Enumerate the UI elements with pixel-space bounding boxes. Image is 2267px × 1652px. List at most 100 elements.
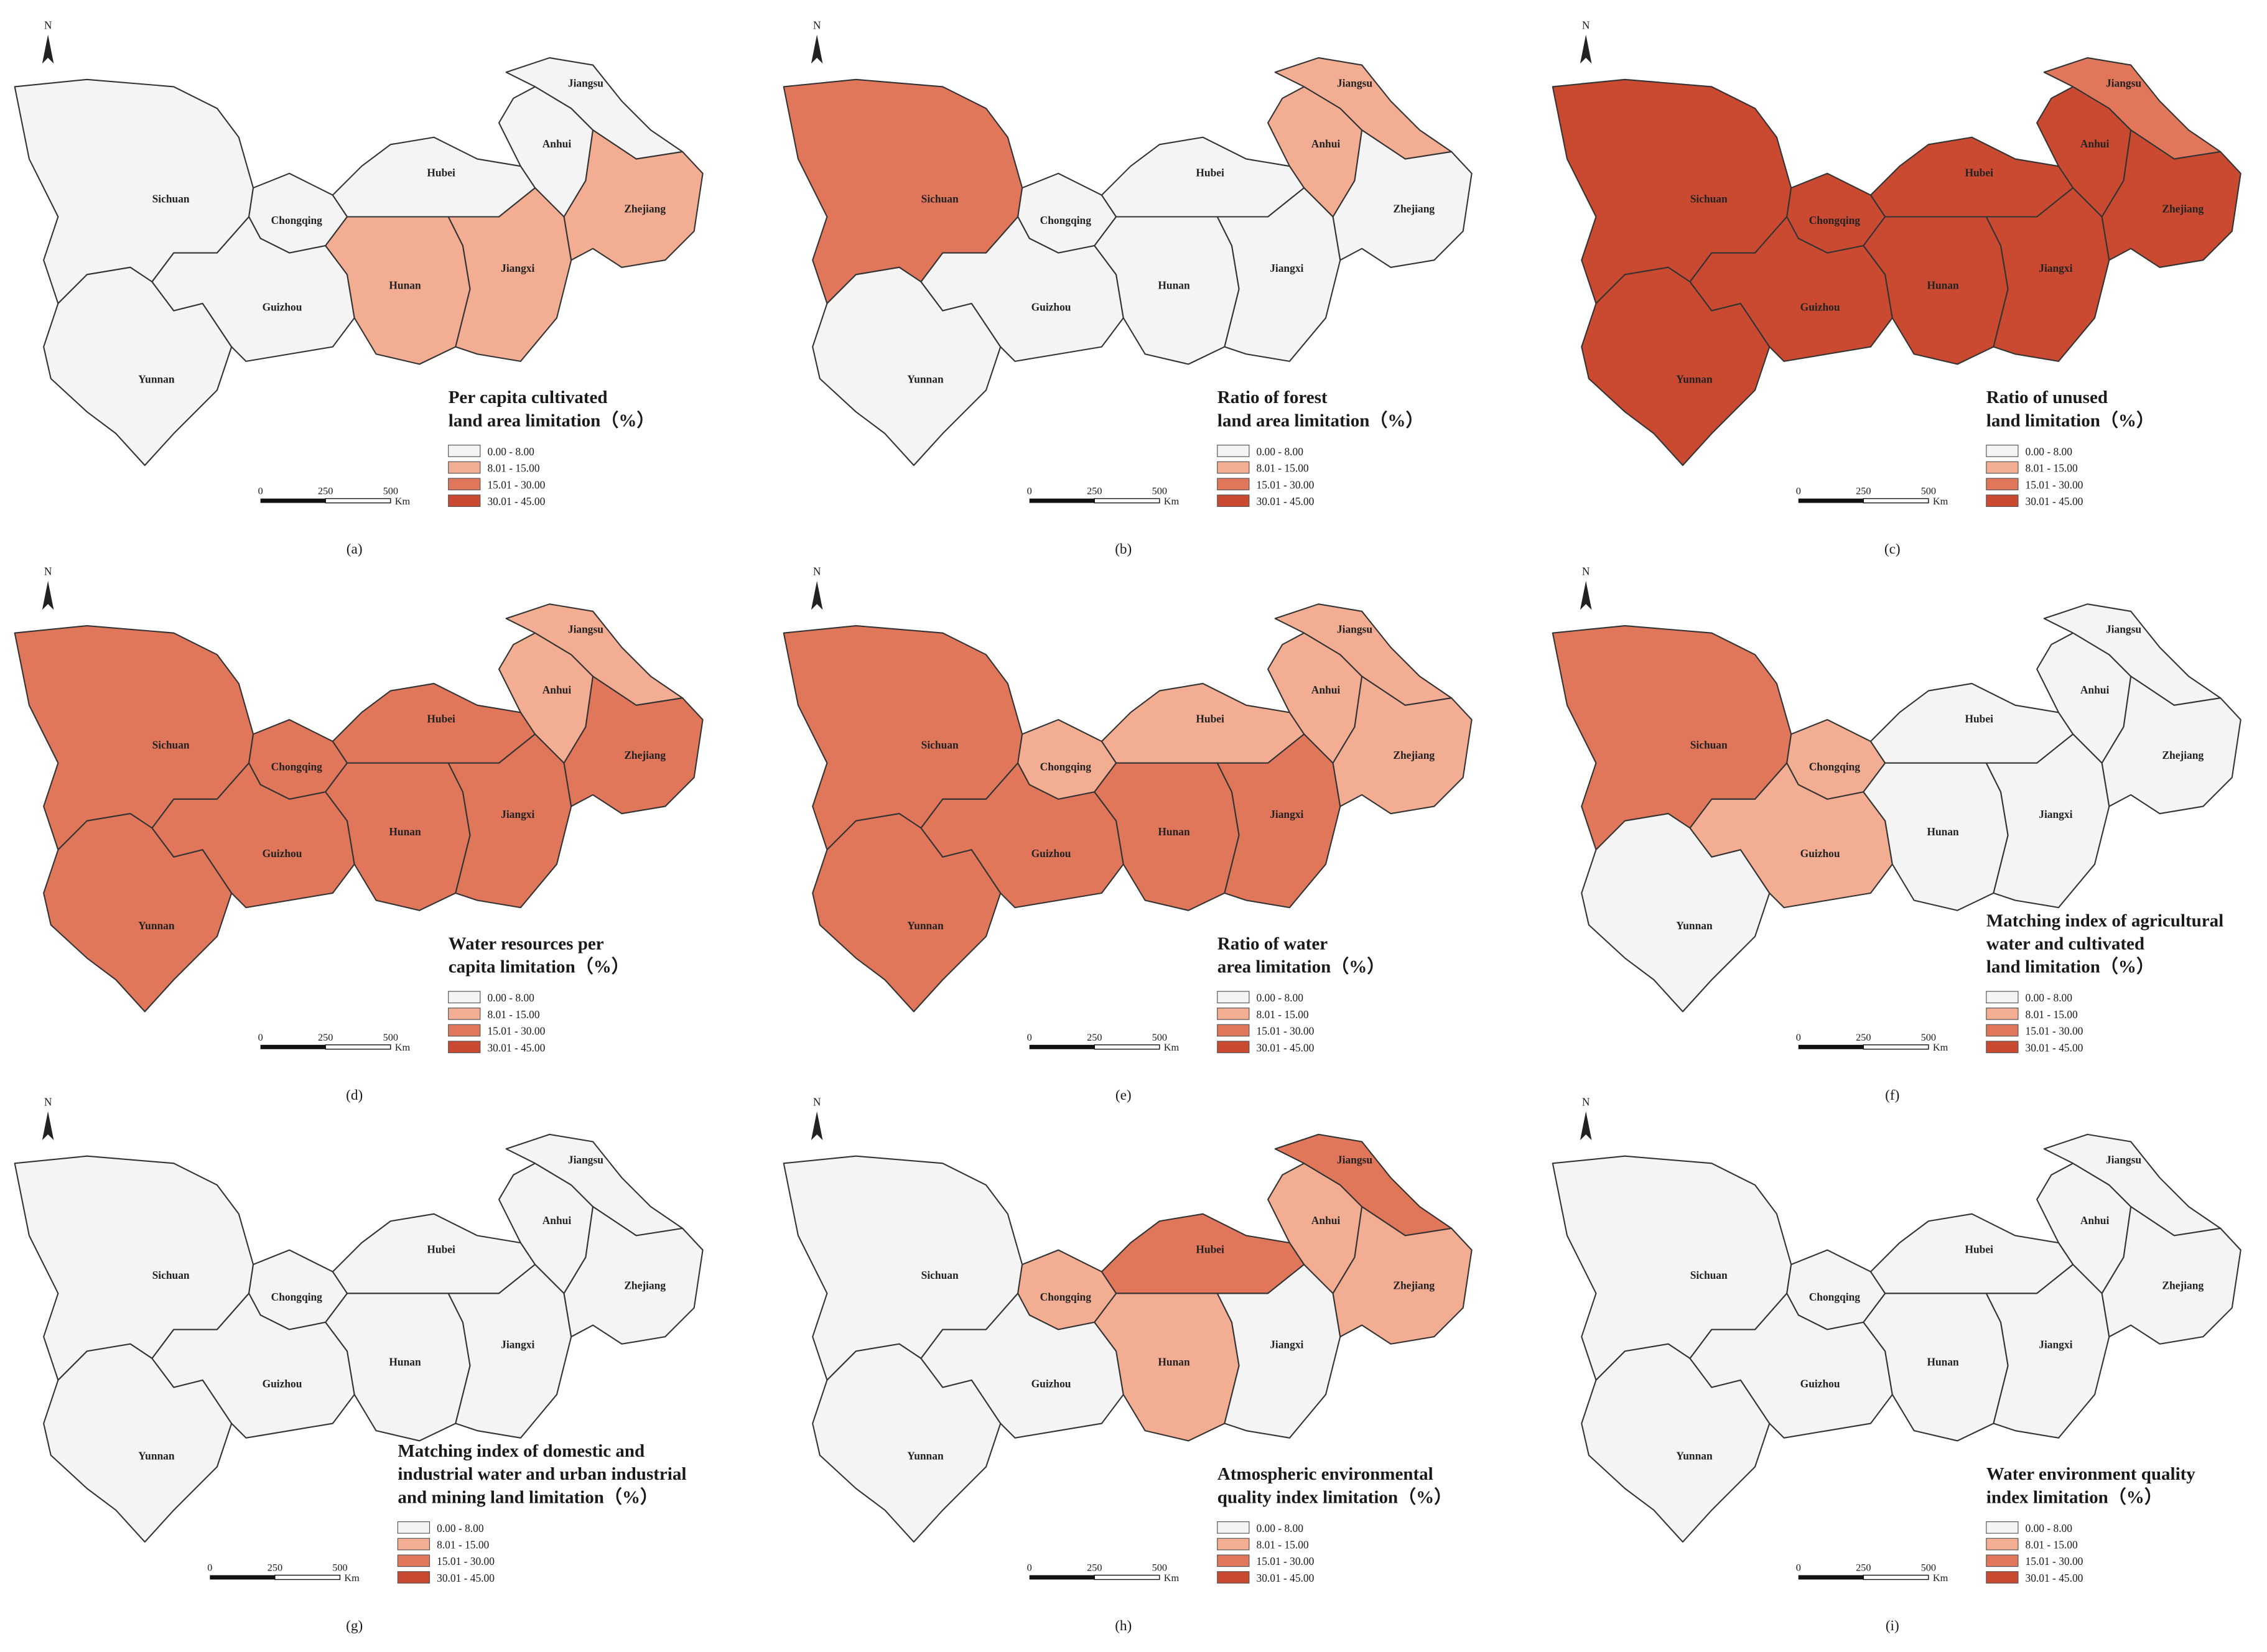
province-label: Guizhou: [1800, 847, 1840, 860]
province: [43, 813, 233, 1013]
north-label: N: [813, 1095, 821, 1108]
legend-swatch: [1986, 1571, 2019, 1584]
province: [2101, 129, 2241, 268]
province: [1985, 733, 2110, 909]
north-arrow: [42, 1111, 54, 1141]
north-arrow: [42, 581, 54, 610]
province-label: Yunnan: [1676, 919, 1713, 932]
scale-unit: Km: [344, 1572, 360, 1584]
legend-swatch: [1986, 1007, 2019, 1020]
legend-label: 15.01 - 30.00: [2026, 1025, 2083, 1037]
province-label: Hubei: [1965, 713, 1993, 725]
province-label: Guizhou: [1031, 301, 1071, 313]
scale-label: 250: [1856, 1562, 1871, 1574]
province-label: Zhejiang: [624, 749, 666, 761]
province-label: Sichuan: [152, 1269, 190, 1281]
scale-label: 500: [383, 486, 398, 497]
province-label: Hubei: [1196, 713, 1224, 725]
scale-bar: [260, 498, 326, 503]
north-label: N: [813, 565, 821, 578]
legend-title: Atmospheric environmental: [1217, 1464, 1433, 1484]
province-label: Sichuan: [152, 739, 190, 751]
scale-label: 0: [258, 486, 263, 497]
province-label: Hunan: [1927, 279, 1959, 292]
legend-label: 0.00 - 8.00: [2026, 991, 2073, 1004]
scale-label: 500: [1152, 1562, 1167, 1574]
province-label: Guizhou: [1031, 847, 1071, 860]
province-label: Zhejiang: [2162, 749, 2204, 761]
panel-letter: (e): [1115, 1087, 1132, 1103]
legend-label: 15.01 - 30.00: [1256, 1555, 1314, 1567]
province: [1094, 762, 1240, 911]
legend-swatch: [1986, 1024, 2019, 1037]
legend-title: land limitation（%）: [1986, 957, 2154, 977]
legend-label: 0.00 - 8.00: [1256, 991, 1303, 1004]
legend-swatch: [1217, 1007, 1250, 1020]
province: [447, 1263, 572, 1439]
legend-label: 8.01 - 15.00: [1256, 1539, 1308, 1551]
province-label: Jiangsu: [1337, 623, 1372, 636]
province-label: Yunnan: [907, 1450, 944, 1462]
province-label: Chongqing: [1040, 214, 1092, 226]
province: [1332, 1205, 1473, 1345]
province-label: Chongqing: [271, 760, 323, 773]
north-label: N: [44, 19, 52, 31]
legend-swatch: [1986, 1521, 2019, 1534]
legend-label: 30.01 - 45.00: [2026, 1572, 2083, 1584]
province-label: Zhejiang: [1393, 203, 1435, 215]
scale-label: 250: [1856, 1032, 1871, 1043]
province-label: Zhejiang: [2162, 203, 2204, 215]
legend-swatch: [1217, 494, 1250, 507]
province-label: Sichuan: [921, 739, 959, 751]
scale-bar: [274, 1574, 341, 1580]
scale-label: 500: [1921, 1562, 1936, 1574]
legend-label: 15.01 - 30.00: [2026, 1555, 2083, 1567]
scale-label: 500: [383, 1032, 398, 1043]
province: [2101, 675, 2241, 815]
legend-label: 8.01 - 15.00: [1256, 462, 1308, 475]
legend-swatch: [448, 1007, 481, 1020]
scale-unit: Km: [1933, 496, 1948, 507]
legend-label: 30.01 - 45.00: [1256, 1041, 1314, 1054]
province-label: Zhejiang: [624, 203, 666, 215]
province: [1216, 1263, 1341, 1439]
legend-label: 15.01 - 30.00: [1256, 478, 1314, 491]
province: [1216, 733, 1341, 909]
province-label: Jiangsu: [1337, 1153, 1372, 1166]
map-panel: Sichuan Chongqing Yunnan Guizhou Hubei Hunan J…: [14, 1095, 704, 1634]
scale-label: 0: [1027, 1562, 1032, 1574]
map-panel: Sichuan Chongqing Yunnan Guizhou Hubei Hunan J…: [1552, 1095, 2241, 1634]
scale-bar: [325, 498, 391, 504]
north-label: N: [1582, 565, 1590, 578]
province-label: Sichuan: [1690, 192, 1728, 205]
province-label: Guizhou: [1031, 1377, 1071, 1390]
legend-swatch: [1217, 461, 1250, 474]
panel-letter: (h): [1115, 1618, 1132, 1634]
province: [325, 216, 471, 365]
province-label: Sichuan: [921, 1269, 959, 1281]
province-label: Jiangsu: [2106, 623, 2141, 636]
legend-label: 15.01 - 30.00: [487, 478, 545, 491]
province: [1332, 129, 1473, 268]
legend-title: land limitation（%）: [1986, 410, 2154, 430]
province-label: Chongqing: [271, 1291, 323, 1303]
scale-bar: [260, 1044, 326, 1049]
panel-letter: (c): [1884, 541, 1901, 557]
legend-swatch: [397, 1538, 431, 1551]
province-label: Hubei: [1965, 166, 1993, 179]
legend-title: land area limitation（%）: [449, 410, 655, 430]
province-label: Hubei: [427, 1243, 455, 1255]
north-arrow: [42, 34, 54, 64]
province: [1863, 762, 2009, 911]
scale-label: 500: [1921, 486, 1936, 497]
legend-label: 0.00 - 8.00: [1256, 445, 1303, 458]
province: [563, 675, 704, 815]
province: [447, 733, 572, 909]
legend-label: 30.01 - 45.00: [2026, 495, 2083, 508]
legend-swatch: [397, 1554, 431, 1567]
province-label: Jiangxi: [1270, 1339, 1303, 1351]
province: [563, 1205, 704, 1345]
province-label: Sichuan: [1690, 1269, 1728, 1281]
legend-label: 0.00 - 8.00: [2026, 445, 2073, 458]
